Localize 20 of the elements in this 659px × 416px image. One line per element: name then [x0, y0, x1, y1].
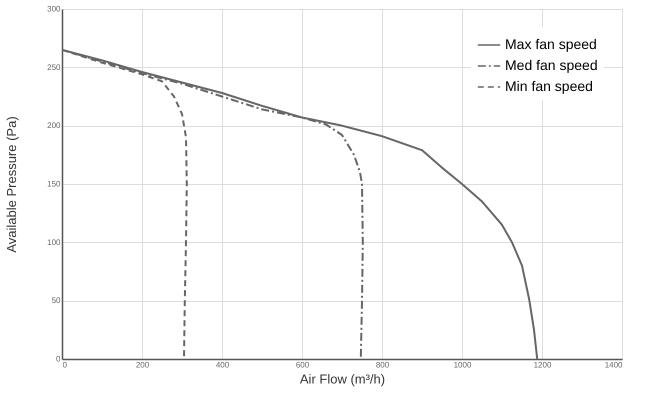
x-tick-label: 0 [62, 360, 68, 370]
x-tick-label: 1200 [534, 360, 552, 370]
y-tick-label: 50 [52, 296, 62, 306]
x-tick-label: 1400 [604, 360, 624, 370]
x-tick-label: 800 [376, 360, 390, 370]
legend-label: Max fan speed [505, 36, 597, 52]
x-axis-title: Air Flow (m³/h) [300, 372, 386, 386]
y-tick-label: 100 [47, 238, 62, 247]
y-tick-label: 300 [47, 4, 62, 14]
x-tick-label: 400 [216, 360, 230, 370]
legend-label: Med fan speed [505, 57, 598, 73]
x-tick-label: 600 [296, 360, 310, 370]
y-axis-title: Available Pressure (Pa) [4, 116, 20, 253]
y-tick-label: 200 [47, 121, 62, 130]
x-tick-label: 1000 [454, 360, 472, 370]
y-tick-label: 150 [47, 180, 62, 188]
y-tick-label: 250 [47, 62, 62, 72]
legend-label: Min fan speed [505, 78, 593, 94]
y-tick-label: 0 [56, 354, 62, 364]
x-tick-label: 200 [136, 360, 150, 370]
